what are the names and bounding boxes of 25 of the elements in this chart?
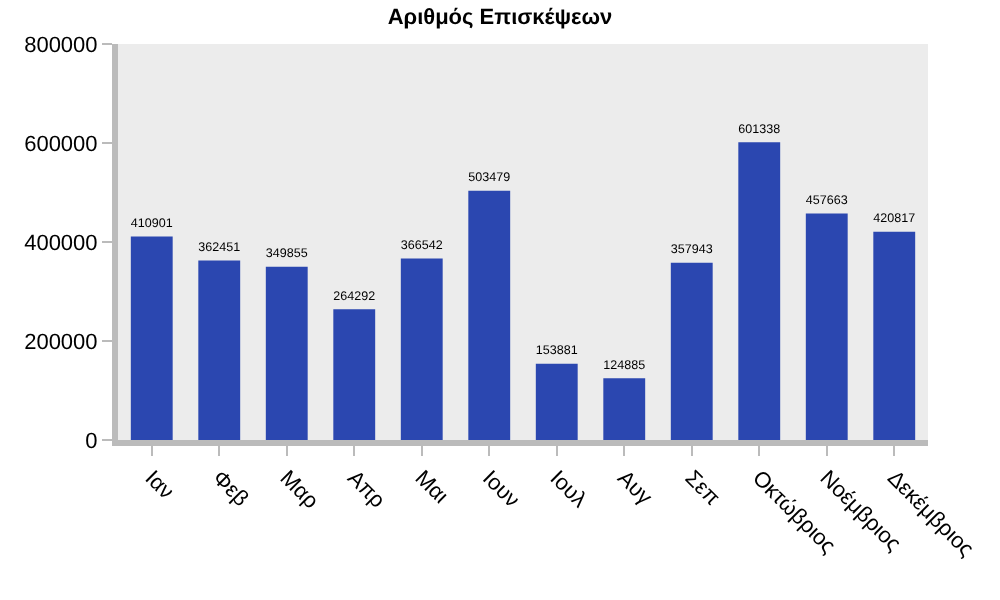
x-tick-label: Σεπ (679, 466, 725, 512)
bar (333, 309, 376, 440)
x-tick-label: Αυγ (612, 466, 657, 511)
bar (130, 236, 173, 440)
bar (738, 142, 781, 440)
y-tick-label: 400000 (24, 231, 98, 256)
y-tick-label: 0 (85, 429, 98, 454)
chart-title: Αριθμός Επισκέψεων (387, 6, 613, 31)
bar (265, 266, 308, 440)
x-tick-label: Μαι (409, 466, 453, 510)
x-tick-label: Φεβ (207, 466, 253, 512)
y-tick-label: 600000 (24, 132, 98, 157)
y-tick-label: 800000 (24, 33, 98, 58)
bar (670, 262, 713, 440)
y-tick-label: 200000 (24, 330, 98, 355)
bar (603, 378, 646, 440)
x-tick-label: Ιουν (477, 466, 525, 514)
bar (535, 363, 578, 440)
bar (873, 231, 916, 440)
bar (468, 190, 511, 440)
x-tick-label: Απρ (342, 466, 390, 514)
bar (805, 213, 848, 440)
bar (198, 260, 241, 440)
x-tick-label: Ιαν (139, 466, 179, 506)
bar (400, 258, 443, 440)
